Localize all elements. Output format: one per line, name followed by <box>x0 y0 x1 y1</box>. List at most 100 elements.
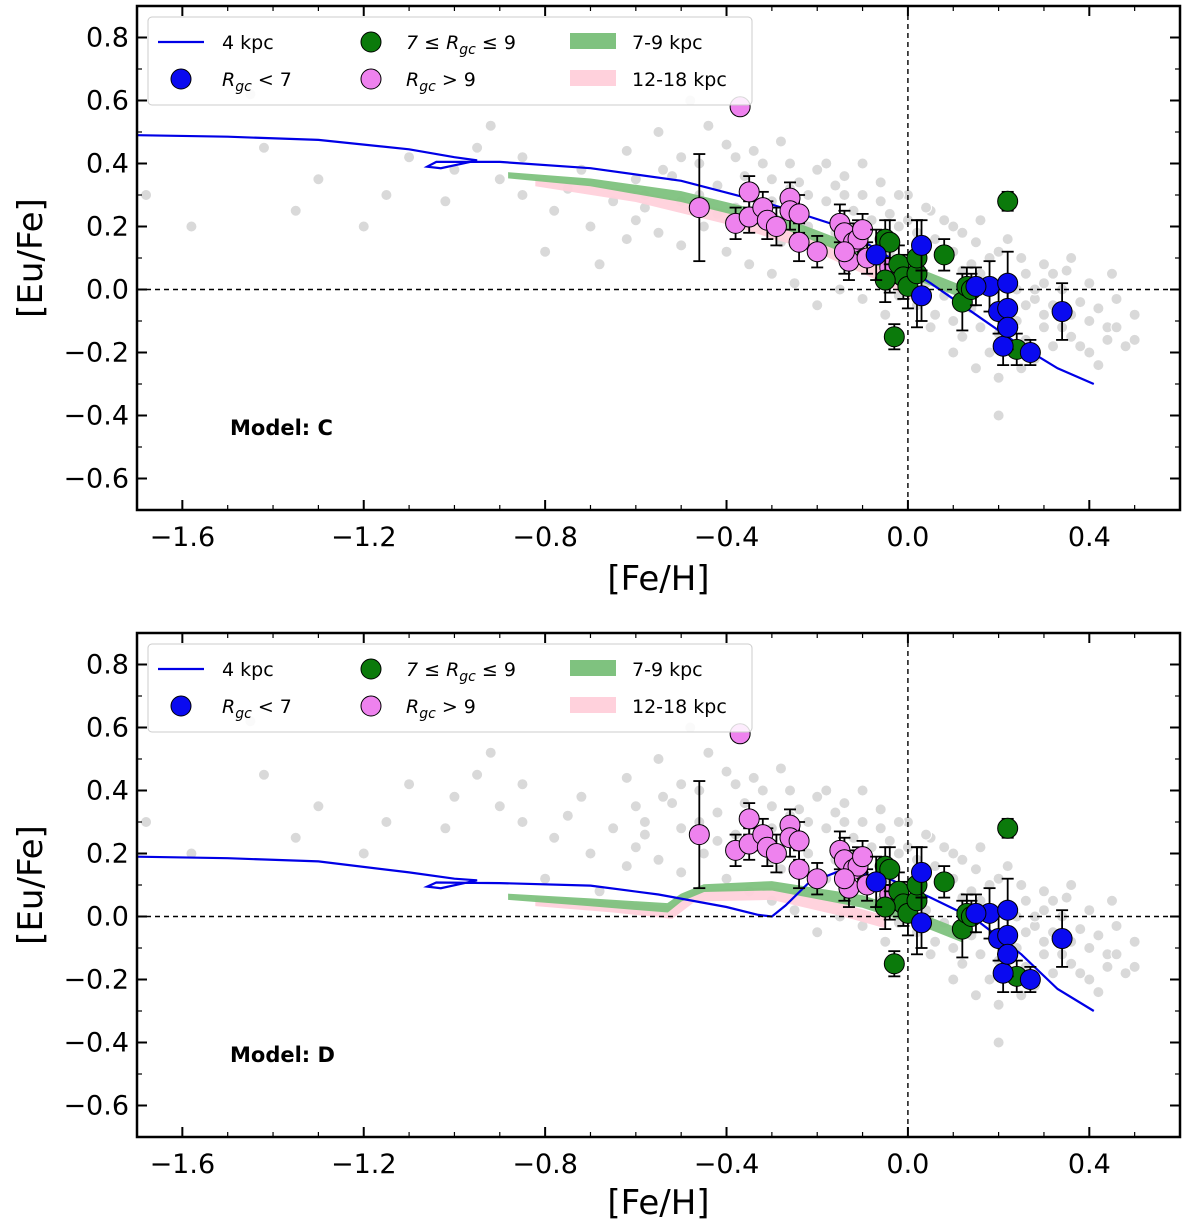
background-star <box>856 292 869 305</box>
background-star <box>675 866 688 879</box>
legend-label-7-9-kpc: 7-9 kpc <box>632 32 703 54</box>
background-star <box>1047 967 1060 980</box>
legend-label-4-kpc: 4 kpc <box>222 659 274 681</box>
background-star <box>1047 340 1060 353</box>
background-star <box>1037 948 1050 961</box>
model-line-4-kpc <box>137 855 1095 1012</box>
y-tick-label: 0.2 <box>86 839 129 870</box>
background-star <box>947 346 960 359</box>
star-rgc-lt-7 <box>865 244 887 266</box>
star-rgc-lt-7 <box>1051 301 1073 323</box>
legend-pink-marker <box>360 68 382 90</box>
background-star <box>312 800 325 813</box>
star-rgc-7-9 <box>879 231 901 253</box>
y-tick-label: 0.6 <box>86 713 129 744</box>
background-star <box>1037 321 1050 334</box>
background-star <box>620 144 633 157</box>
background-star <box>289 204 302 217</box>
background-star <box>838 189 851 201</box>
background-star <box>879 935 892 948</box>
background-star <box>620 233 633 246</box>
star-rgc-gt-9 <box>738 808 760 830</box>
background-star <box>516 189 529 201</box>
legend-pink-marker <box>360 695 382 717</box>
background-star <box>1092 302 1105 315</box>
background-star <box>1110 321 1123 334</box>
background-star <box>947 847 960 860</box>
star-rgc-7-9 <box>933 244 955 266</box>
background-star <box>956 330 969 343</box>
background-star <box>1037 277 1050 290</box>
star-rgc-lt-7 <box>911 912 933 934</box>
star-rgc-lt-7 <box>992 962 1014 984</box>
background-star <box>765 800 778 813</box>
y-tick-label: −0.4 <box>63 1028 129 1059</box>
y-tick-label: −0.4 <box>63 401 129 432</box>
background-star <box>403 778 416 791</box>
star-rgc-gt-9 <box>833 241 855 263</box>
y-tick-label: −0.2 <box>63 338 129 369</box>
star-rgc-lt-7 <box>997 297 1019 319</box>
legend-band-green-swatch <box>570 33 616 49</box>
background-star <box>575 163 588 176</box>
legend-blue-marker <box>170 68 192 90</box>
background-star <box>1105 267 1118 280</box>
background-star <box>1083 973 1096 986</box>
background-star <box>969 362 982 375</box>
background-star <box>652 753 665 765</box>
background-star <box>947 942 960 954</box>
background-star <box>820 822 833 835</box>
star-rgc-lt-7 <box>992 335 1014 357</box>
background-star <box>1065 252 1078 264</box>
star-rgc-lt-7 <box>997 272 1019 294</box>
background-star <box>856 816 869 828</box>
background-star <box>1092 359 1105 372</box>
background-star <box>1083 315 1096 327</box>
background-star <box>838 816 851 828</box>
background-star <box>629 214 642 227</box>
background-star <box>1015 252 1028 264</box>
background-star <box>638 816 651 828</box>
background-star <box>720 138 733 151</box>
background-star <box>856 157 869 170</box>
background-star <box>1001 860 1014 873</box>
background-star <box>1037 258 1050 271</box>
y-axis-label: [Eu/Fe] <box>11 825 51 945</box>
background-star <box>675 151 688 164</box>
legend-label-rgc-lt-7: Rgc < 7 <box>222 696 292 722</box>
background-star <box>697 220 710 233</box>
background-star <box>1074 967 1087 980</box>
background-star <box>140 816 153 828</box>
star-rgc-lt-7 <box>1019 342 1041 363</box>
background-star <box>811 926 824 939</box>
background-star <box>1110 948 1123 961</box>
legend-label-4-kpc: 4 kpc <box>222 32 274 54</box>
background-star <box>838 797 851 810</box>
x-tick-label: 0.4 <box>1068 522 1111 553</box>
background-star <box>924 321 937 334</box>
star-rgc-7-9 <box>933 871 955 893</box>
background-star <box>516 816 529 828</box>
background-star <box>357 220 370 233</box>
background-star <box>439 822 452 835</box>
background-star <box>720 245 733 258</box>
background-star <box>697 847 710 860</box>
background-star <box>1019 299 1032 312</box>
background-star <box>1019 267 1032 280</box>
background-star <box>629 841 642 854</box>
x-tick-label: −1.2 <box>331 1149 397 1180</box>
background-star <box>838 170 851 183</box>
background-star <box>1092 929 1105 942</box>
legend-band-pink-swatch <box>570 70 616 86</box>
y-tick-label: 0.4 <box>86 776 129 807</box>
background-star <box>702 746 715 759</box>
background-star <box>720 765 733 778</box>
background-star <box>652 126 665 138</box>
background-star <box>784 157 797 170</box>
background-star <box>516 778 529 791</box>
background-star <box>829 179 842 192</box>
legend-band-green-swatch <box>570 660 616 676</box>
background-star <box>652 226 665 239</box>
background-star <box>969 989 982 1002</box>
background-star <box>1047 267 1060 280</box>
